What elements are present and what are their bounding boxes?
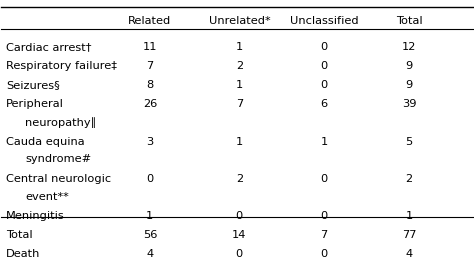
Text: 1: 1 — [236, 80, 243, 90]
Text: Total: Total — [396, 15, 422, 26]
Text: 1: 1 — [146, 211, 154, 221]
Text: 1: 1 — [236, 42, 243, 52]
Text: Central neurologic: Central neurologic — [6, 174, 111, 184]
Text: 14: 14 — [232, 230, 246, 240]
Text: 7: 7 — [320, 230, 328, 240]
Text: 4: 4 — [146, 249, 154, 258]
Text: Meningitis: Meningitis — [6, 211, 65, 221]
Text: 2: 2 — [236, 61, 243, 71]
Text: 0: 0 — [320, 211, 328, 221]
Text: 39: 39 — [402, 99, 416, 109]
Text: 0: 0 — [236, 249, 243, 258]
Text: Death: Death — [6, 249, 40, 258]
Text: syndrome#: syndrome# — [25, 155, 91, 165]
Text: 0: 0 — [320, 249, 328, 258]
Text: 9: 9 — [405, 61, 413, 71]
Text: Seizures§: Seizures§ — [6, 80, 60, 90]
Text: 7: 7 — [146, 61, 154, 71]
Text: 9: 9 — [405, 80, 413, 90]
Text: 8: 8 — [146, 80, 154, 90]
Text: 0: 0 — [320, 80, 328, 90]
Text: 1: 1 — [236, 136, 243, 147]
Text: 26: 26 — [143, 99, 157, 109]
Text: 6: 6 — [320, 99, 328, 109]
Text: 4: 4 — [405, 249, 412, 258]
Text: 2: 2 — [405, 174, 412, 184]
Text: 5: 5 — [405, 136, 413, 147]
Text: 0: 0 — [236, 211, 243, 221]
Text: 3: 3 — [146, 136, 154, 147]
Text: event**: event** — [25, 192, 69, 201]
Text: 7: 7 — [236, 99, 243, 109]
Text: Unclassified: Unclassified — [290, 15, 358, 26]
Text: 0: 0 — [320, 42, 328, 52]
Text: Cauda equina: Cauda equina — [6, 136, 85, 147]
Text: 0: 0 — [320, 61, 328, 71]
Text: 1: 1 — [320, 136, 328, 147]
Text: Peripheral: Peripheral — [6, 99, 64, 109]
Text: neuropathy∥: neuropathy∥ — [25, 117, 96, 128]
Text: 12: 12 — [402, 42, 416, 52]
Text: 11: 11 — [143, 42, 157, 52]
Text: 2: 2 — [236, 174, 243, 184]
Text: Related: Related — [128, 15, 172, 26]
Text: 77: 77 — [402, 230, 416, 240]
Text: 0: 0 — [320, 174, 328, 184]
Text: Unrelated*: Unrelated* — [209, 15, 270, 26]
Text: Total: Total — [6, 230, 33, 240]
Text: Cardiac arrest†: Cardiac arrest† — [6, 42, 91, 52]
Text: 0: 0 — [146, 174, 154, 184]
Text: 1: 1 — [405, 211, 413, 221]
Text: 56: 56 — [143, 230, 157, 240]
Text: Respiratory failure‡: Respiratory failure‡ — [6, 61, 117, 71]
